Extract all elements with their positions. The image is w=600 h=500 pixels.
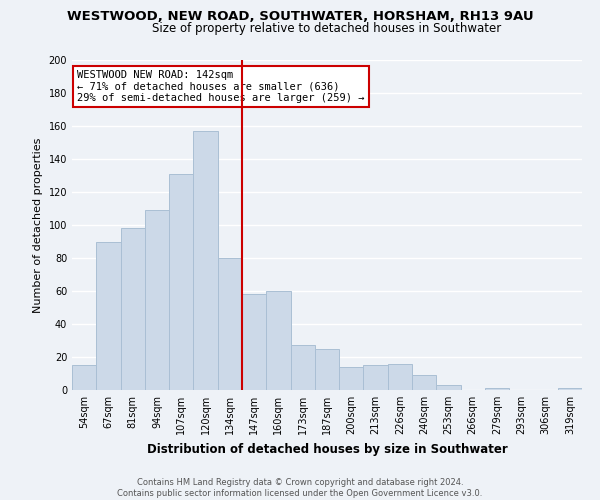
- Bar: [558, 388, 582, 390]
- Title: Size of property relative to detached houses in Southwater: Size of property relative to detached ho…: [152, 22, 502, 35]
- Bar: [145, 210, 169, 390]
- Bar: [364, 365, 388, 390]
- Bar: [72, 365, 96, 390]
- Bar: [96, 242, 121, 390]
- Bar: [242, 294, 266, 390]
- Text: WESTWOOD NEW ROAD: 142sqm
← 71% of detached houses are smaller (636)
29% of semi: WESTWOOD NEW ROAD: 142sqm ← 71% of detac…: [77, 70, 365, 103]
- Text: WESTWOOD, NEW ROAD, SOUTHWATER, HORSHAM, RH13 9AU: WESTWOOD, NEW ROAD, SOUTHWATER, HORSHAM,…: [67, 10, 533, 23]
- Text: Contains HM Land Registry data © Crown copyright and database right 2024.
Contai: Contains HM Land Registry data © Crown c…: [118, 478, 482, 498]
- Bar: [193, 131, 218, 390]
- Bar: [485, 388, 509, 390]
- Bar: [266, 291, 290, 390]
- Bar: [339, 367, 364, 390]
- Bar: [121, 228, 145, 390]
- Bar: [315, 349, 339, 390]
- Bar: [169, 174, 193, 390]
- Bar: [436, 385, 461, 390]
- Bar: [290, 346, 315, 390]
- Bar: [218, 258, 242, 390]
- X-axis label: Distribution of detached houses by size in Southwater: Distribution of detached houses by size …: [146, 442, 508, 456]
- Bar: [412, 375, 436, 390]
- Bar: [388, 364, 412, 390]
- Y-axis label: Number of detached properties: Number of detached properties: [33, 138, 43, 312]
